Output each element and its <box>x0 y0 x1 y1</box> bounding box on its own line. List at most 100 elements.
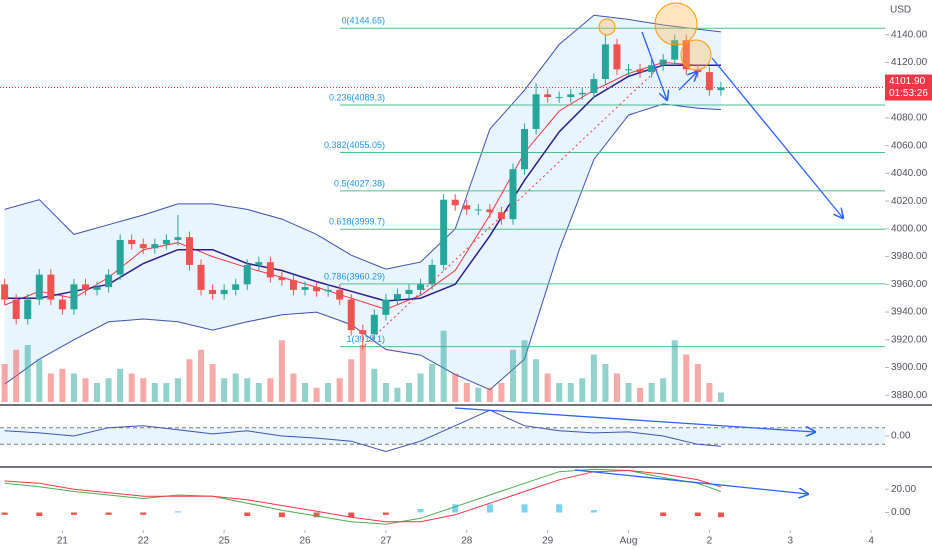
oscillator-band-fill <box>0 427 885 445</box>
candle-body <box>151 244 159 249</box>
volume-bar <box>267 378 274 402</box>
volume-bar <box>452 373 459 402</box>
moving-average <box>4 61 721 310</box>
candle-body <box>405 289 413 295</box>
bollinger-basis <box>4 64 721 302</box>
candle-body <box>47 274 55 300</box>
candle-body <box>463 205 471 210</box>
candle-body <box>278 277 286 281</box>
candle-body <box>717 87 725 91</box>
macd-histogram <box>521 504 528 513</box>
volume-bar <box>556 383 563 402</box>
candle-body <box>301 287 309 290</box>
candle-body <box>336 289 344 300</box>
candle-body <box>162 239 170 245</box>
volume-bar <box>625 383 632 402</box>
y-tick-label: 3880.00 <box>891 390 928 401</box>
volume-bar <box>198 349 205 402</box>
candle-body <box>232 284 240 290</box>
volume-bar <box>290 373 297 402</box>
trend-dotted <box>364 61 666 346</box>
x-tick-label: 28 <box>461 536 473 547</box>
volume-bar <box>255 383 262 402</box>
candle-body <box>209 289 217 295</box>
volume-bar <box>359 345 366 402</box>
candle-body <box>613 44 621 70</box>
macd-histogram <box>717 512 724 518</box>
volume-bar <box>221 378 228 402</box>
bollinger-upper <box>4 14 721 270</box>
candle-body <box>70 284 78 310</box>
candle-body <box>486 209 494 213</box>
volume-bar <box>325 383 332 402</box>
y-tick-label: 4040.00 <box>891 168 928 179</box>
macd-histogram <box>590 510 597 513</box>
volume-bar <box>648 383 655 402</box>
x-tick-label: 4 <box>868 536 874 547</box>
candle-body <box>116 239 124 275</box>
signal-line <box>4 469 722 523</box>
volume-bar <box>475 387 482 402</box>
y-tick-label: 3900.00 <box>891 362 928 373</box>
volume-bar <box>498 383 505 402</box>
candle-body <box>174 237 182 240</box>
volume-bar <box>82 378 89 402</box>
candle-body <box>601 44 609 80</box>
candle-body <box>428 264 436 285</box>
oscillator-line <box>4 409 721 453</box>
candle-body <box>555 97 563 99</box>
band-fill <box>4 15 721 390</box>
candle-body <box>266 262 274 278</box>
volume-bar <box>163 383 170 402</box>
macd-histogram <box>556 504 563 513</box>
candle-body <box>313 287 321 292</box>
candle-body <box>243 264 251 285</box>
volume-bar <box>567 383 574 402</box>
volume-bar <box>47 373 54 402</box>
candle-body <box>705 72 713 91</box>
volume-bar <box>683 354 690 402</box>
y-tick-label: 3980.00 <box>891 251 928 262</box>
y-tick-label: 4140.00 <box>891 29 928 40</box>
macd-histogram <box>417 509 424 513</box>
candle-body <box>58 299 66 310</box>
volume-bar <box>440 330 447 402</box>
candle-body <box>35 274 43 300</box>
background-layer: 0(4144.65) 0.236(4089.3) 0.382(4055.05) 0.5… <box>0 14 885 445</box>
price-tag-value: 4101.90 <box>889 76 926 87</box>
price-tag-countdown: 01:53:26 <box>889 88 928 99</box>
y-tick-label: 0.00 <box>891 431 911 442</box>
candle-body <box>417 284 425 290</box>
volume-bar <box>13 349 20 402</box>
candle-body <box>659 59 667 66</box>
volume-bar <box>1 364 8 402</box>
candle-body <box>93 287 101 290</box>
candle-body <box>128 239 136 245</box>
volume-bar <box>278 340 285 402</box>
volume-bar <box>244 378 251 402</box>
volume-bar <box>429 364 436 402</box>
bollinger-lower <box>4 103 721 391</box>
volume-bar <box>348 359 355 402</box>
x-tick-label: 2 <box>707 536 713 547</box>
candle-body <box>509 169 517 220</box>
candle-body <box>359 330 367 335</box>
highlight-circle <box>680 39 712 71</box>
candle-body <box>324 289 332 292</box>
x-tick-label: 29 <box>542 536 554 547</box>
candle-body <box>255 262 263 265</box>
fib-label: 0.236(4089.3) <box>329 92 385 102</box>
fib-label: 0.382(4055.05) <box>324 140 385 150</box>
volume-bar <box>394 387 401 402</box>
volume-bar <box>313 387 320 402</box>
candle-body <box>12 299 20 320</box>
volume-bar <box>59 368 66 402</box>
y-tick-label: 3920.00 <box>891 334 928 345</box>
macd-line <box>4 468 722 525</box>
y-tick-label: 20.00 <box>891 484 916 495</box>
volume-bar <box>174 378 181 402</box>
volume-bar <box>613 373 620 402</box>
macd-histogram <box>1 512 8 515</box>
arrow <box>711 57 843 218</box>
